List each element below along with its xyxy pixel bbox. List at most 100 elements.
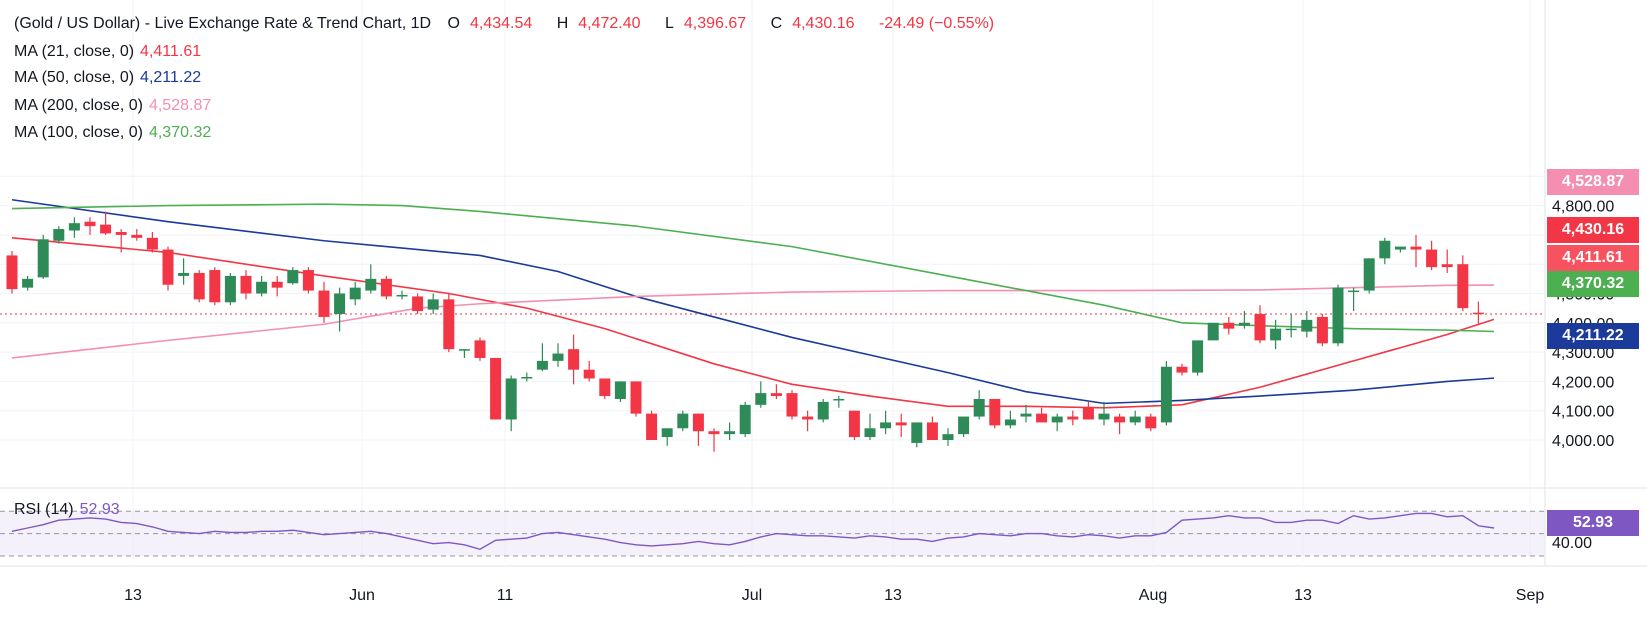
candle-body bbox=[37, 239, 49, 278]
candle bbox=[1098, 401, 1110, 426]
candle-body bbox=[474, 340, 486, 358]
candle-body bbox=[1036, 413, 1048, 423]
moving-averages bbox=[11, 198, 1495, 409]
candle bbox=[1394, 246, 1406, 253]
candle-body bbox=[412, 296, 424, 312]
candle bbox=[256, 275, 268, 297]
candle bbox=[614, 381, 626, 402]
candle bbox=[1051, 413, 1063, 432]
candle bbox=[1004, 410, 1016, 429]
candle bbox=[583, 360, 595, 382]
ma50-line bbox=[11, 198, 1495, 405]
candle-body bbox=[1160, 366, 1172, 423]
rsi-panel bbox=[0, 510, 1545, 557]
candle bbox=[209, 267, 221, 306]
legend-ma50[interactable]: MA (50, close, 0) 4,211.22 bbox=[14, 68, 201, 88]
candle bbox=[973, 390, 985, 420]
candle-body bbox=[349, 287, 361, 300]
candle-body bbox=[505, 378, 517, 420]
candle-body bbox=[599, 378, 611, 397]
candle bbox=[37, 234, 49, 279]
candle bbox=[224, 272, 236, 306]
candle-body bbox=[1285, 328, 1297, 331]
candle bbox=[724, 422, 736, 440]
candle bbox=[1316, 314, 1328, 347]
candle-body bbox=[1098, 413, 1110, 420]
candle-body bbox=[287, 270, 299, 284]
candle-body bbox=[271, 281, 283, 288]
candle bbox=[412, 293, 424, 315]
candle-body bbox=[911, 422, 923, 443]
candles bbox=[6, 211, 1484, 452]
candle bbox=[1223, 316, 1235, 335]
candle bbox=[926, 416, 938, 440]
candle-body bbox=[739, 404, 751, 435]
legend-ma21[interactable]: MA (21, close, 0) 4,411.61 bbox=[14, 42, 201, 62]
candle-body bbox=[1238, 322, 1250, 326]
candle bbox=[568, 334, 580, 385]
legend-ma100-label: MA (100, close, 0) bbox=[14, 124, 143, 141]
y-tick-label: 4,800.00 bbox=[1552, 199, 1614, 216]
candle bbox=[755, 381, 767, 408]
candle bbox=[692, 413, 704, 446]
candle-body bbox=[724, 431, 736, 435]
candle-body bbox=[958, 416, 970, 435]
ma21-line bbox=[11, 237, 1495, 409]
candle-body bbox=[1379, 240, 1391, 259]
candle bbox=[770, 384, 782, 399]
candle bbox=[240, 270, 252, 300]
candle-body bbox=[380, 278, 392, 297]
high-value: 4,472.40 bbox=[578, 15, 641, 32]
candle bbox=[1254, 305, 1266, 344]
candle-body bbox=[1472, 312, 1484, 315]
candle-body bbox=[630, 381, 642, 414]
legend-rsi-value: 52.93 bbox=[79, 501, 120, 518]
candle bbox=[989, 398, 1001, 429]
legend-ma200-value: 4,528.87 bbox=[148, 97, 212, 114]
legend-ma100[interactable]: MA (100, close, 0) 4,370.32 bbox=[14, 123, 211, 143]
candle bbox=[1176, 363, 1188, 376]
candle-body bbox=[1223, 322, 1235, 329]
ma100-line bbox=[11, 203, 1495, 333]
candle-body bbox=[926, 422, 938, 440]
x-tick-label: Jun bbox=[349, 587, 375, 604]
candle bbox=[802, 410, 814, 432]
candle bbox=[1160, 360, 1172, 426]
rsi-line bbox=[11, 512, 1495, 551]
candle-body bbox=[22, 278, 34, 288]
candle bbox=[1207, 322, 1219, 341]
candle-body bbox=[1082, 407, 1094, 420]
candle bbox=[178, 258, 190, 285]
candle bbox=[1270, 319, 1282, 350]
candle bbox=[458, 349, 470, 358]
candle bbox=[708, 428, 720, 452]
candle bbox=[53, 226, 65, 244]
candle-body bbox=[6, 255, 18, 290]
candle bbox=[552, 343, 564, 367]
x-tick-label: 13 bbox=[124, 587, 142, 604]
candle bbox=[349, 281, 361, 306]
candle-body bbox=[1348, 290, 1360, 293]
candle bbox=[131, 229, 143, 241]
candle-body bbox=[1332, 287, 1344, 344]
candle bbox=[1379, 237, 1391, 265]
rsi-band bbox=[0, 511, 1545, 556]
candle-body bbox=[536, 360, 548, 370]
candle bbox=[6, 251, 18, 294]
legend-rsi[interactable]: RSI (14) 52.93 bbox=[14, 500, 120, 520]
candle-body bbox=[1301, 319, 1313, 332]
candle-body bbox=[1067, 416, 1079, 420]
candle-body bbox=[692, 413, 704, 432]
legend-ma200[interactable]: MA (200, close, 0) 4,528.87 bbox=[14, 96, 211, 116]
candle-body bbox=[770, 393, 782, 397]
candle-body bbox=[895, 422, 907, 426]
x-tick-label: Jul bbox=[742, 587, 762, 604]
candle bbox=[817, 398, 829, 423]
symbol-header: (Gold / US Dollar) - Live Exchange Rate … bbox=[14, 14, 1004, 34]
candle-body bbox=[1051, 416, 1063, 423]
candle-body bbox=[334, 293, 346, 315]
candle-body bbox=[817, 401, 829, 420]
candle bbox=[68, 217, 80, 238]
